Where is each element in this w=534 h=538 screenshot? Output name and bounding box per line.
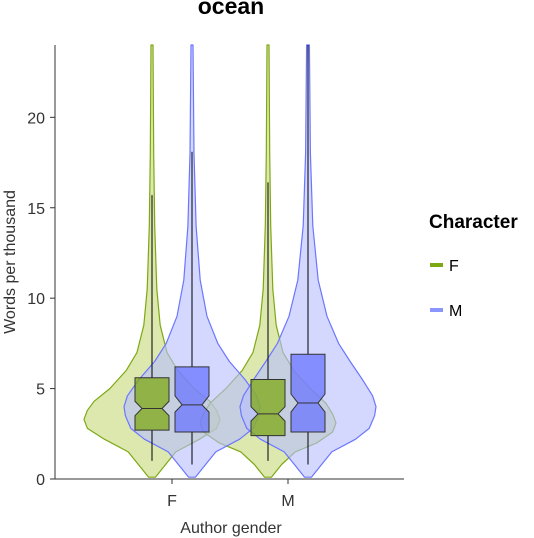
legend: Character F M <box>429 212 518 320</box>
chart-title: ocean <box>198 0 264 19</box>
y-ticks: 0 5 10 15 20 <box>27 110 55 489</box>
legend-label-m: M <box>449 303 462 320</box>
box-m-f <box>174 366 210 433</box>
y-tick-label: 20 <box>27 110 45 127</box>
y-tick-label: 5 <box>36 382 45 399</box>
x-tick-label: M <box>281 493 294 510</box>
x-axis-title: Author gender <box>180 520 282 537</box>
box-f-f <box>134 377 170 431</box>
box-m-m <box>290 353 326 433</box>
legend-label-f: F <box>449 258 459 275</box>
legend-title: Character <box>429 212 518 233</box>
y-axis-title: Words per thousand <box>2 190 19 334</box>
plot-area <box>83 44 377 478</box>
violins <box>83 44 377 478</box>
y-tick-label: 10 <box>27 291 45 308</box>
legend-key-m <box>430 308 443 312</box>
y-tick-label: 15 <box>27 201 45 218</box>
legend-key-f <box>430 263 443 267</box>
box-f-m <box>250 379 286 437</box>
y-tick-label: 0 <box>36 472 45 489</box>
boxplots <box>134 45 326 465</box>
x-tick-label: F <box>167 493 177 510</box>
